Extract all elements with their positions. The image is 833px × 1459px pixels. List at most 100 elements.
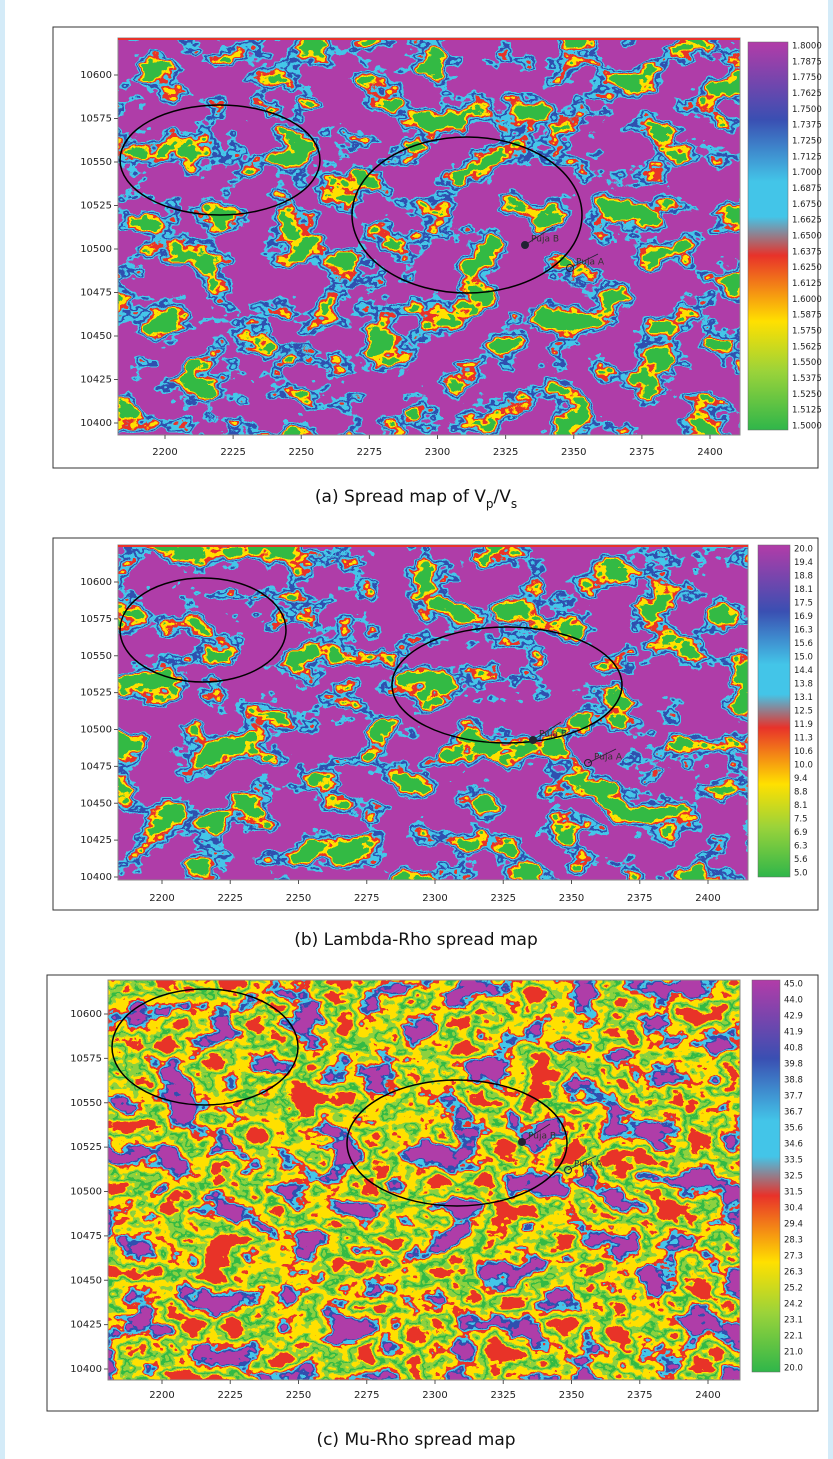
well-path [521,1123,551,1143]
colorbar-label: 1.5125 [792,406,822,416]
colorbar-label: 38.8 [784,1076,803,1086]
colorbar-label: 20.0 [794,545,813,555]
colorbar-label: 18.8 [794,572,813,582]
colorbar-label: 1.6375 [792,247,822,257]
colorbar-label: 8.8 [794,788,808,798]
colorbar-label: 45.0 [784,980,803,990]
caption-part: /V [493,487,511,507]
panel-caption: (c) Mu-Rho spread map [316,1430,515,1450]
y-tick-label: 10525 [80,201,112,212]
x-tick-label: 2400 [695,1390,720,1401]
colorbar-label: 11.3 [794,734,813,744]
caption-part: (b) Lambda-Rho spread map [294,930,538,950]
y-tick-label: 10575 [80,114,112,125]
y-tick-label: 10525 [80,688,112,699]
x-tick-label: 2200 [149,1390,174,1401]
colorbar-label: 25.2 [784,1284,803,1294]
colorbar-label: 1.5000 [792,422,822,432]
colorbar-label: 31.5 [784,1188,803,1198]
y-tick-label: 10575 [80,614,112,625]
colorbar-label: 1.5375 [792,374,822,384]
colorbar-label: 34.6 [784,1140,803,1150]
colorbar-label: 18.1 [794,585,813,595]
x-tick-label: 2275 [357,447,382,458]
y-tick-label: 10500 [70,1187,102,1198]
x-tick-label: 2250 [286,1390,311,1401]
colorbar-label: 9.4 [794,774,808,784]
colorbar-label: 36.7 [784,1108,803,1118]
figure-panel: 10600 10575 10550 10525 10500 10475 10450 10425… [52,26,822,511]
colorbar-label: 37.7 [784,1092,803,1102]
x-tick-label: 2300 [425,447,450,458]
x-tick-label: 2400 [695,893,720,904]
well-label: Puja B [531,235,559,245]
well-marker [566,264,574,272]
y-tick-label: 10550 [80,651,112,662]
y-tick-label: 10550 [70,1098,102,1109]
colorbar-label: 1.5500 [792,358,822,368]
caption-part: (c) Mu-Rho spread map [316,1430,515,1450]
y-tick-label: 10600 [80,70,112,81]
colorbar-label: 1.7875 [792,57,822,67]
x-tick-label: 2375 [627,893,652,904]
x-tick-label: 2300 [422,893,447,904]
well-label: Puja B [539,730,567,740]
y-tick-label: 10450 [80,331,112,342]
highlight-ellipse [391,626,623,744]
colorbar-label: 1.5875 [792,311,822,321]
colorbar-label: 5.0 [794,869,808,879]
colorbar-label: 17.5 [794,599,813,609]
colorbar-label: 39.8 [784,1060,803,1070]
well-label: Puja B [528,1132,556,1142]
colorbar-label: 1.6500 [792,232,822,242]
well-marker [564,1166,572,1174]
x-tick-label: 2200 [152,447,177,458]
colorbar-label: 1.6125 [792,279,822,289]
well-label: Puja A [594,753,623,763]
colorbar-label: 23.1 [784,1316,803,1326]
colorbar-label: 22.1 [784,1332,803,1342]
x-tick-label: 2325 [491,893,516,904]
y-tick-label: 10525 [70,1142,102,1153]
colorbar-label: 19.4 [794,558,813,568]
well-path [524,226,554,246]
colorbar-label: 1.7625 [792,89,822,99]
y-tick-label: 10425 [80,835,112,846]
colorbar [757,544,791,878]
colorbar-label: 1.5250 [792,390,822,400]
colorbar-label: 1.5625 [792,342,822,352]
colorbar-label: 1.6875 [792,184,822,194]
colorbar-label: 41.9 [784,1028,803,1038]
spread-map [108,980,740,1380]
colorbar-label: 1.7500 [792,105,822,115]
x-tick-label: 2225 [218,1390,243,1401]
colorbar-label: 12.5 [794,707,813,717]
colorbar-label: 24.2 [784,1300,803,1310]
x-tick-label: 2350 [561,447,586,458]
y-tick-label: 10600 [70,1009,102,1020]
highlight-ellipse [351,136,583,294]
x-tick-label: 2400 [697,447,722,458]
colorbar-label: 1.6625 [792,216,822,226]
colorbar-label: 10.6 [794,747,813,757]
colorbar-label: 13.1 [794,693,813,703]
y-tick-label: 10475 [70,1231,102,1242]
well-label: Puja A [576,258,605,268]
well-path [532,721,562,741]
colorbar-label: 1.6000 [792,295,822,305]
x-tick-label: 2350 [559,1390,584,1401]
colorbar-label: 16.9 [794,612,813,622]
colorbar-label: 32.5 [784,1172,803,1182]
x-tick-label: 2250 [286,893,311,904]
colorbar-label: 26.3 [784,1268,803,1278]
spread-map [118,545,748,880]
x-tick-label: 2200 [149,893,174,904]
colorbar-label: 7.5 [794,815,808,825]
spread-map [118,38,740,435]
plot-border [107,979,741,1381]
x-tick-label: 2325 [493,447,518,458]
well-path [567,1155,597,1171]
caption-part: s [511,497,517,511]
colorbar-label: 21.0 [784,1348,803,1358]
colorbar [747,41,789,431]
